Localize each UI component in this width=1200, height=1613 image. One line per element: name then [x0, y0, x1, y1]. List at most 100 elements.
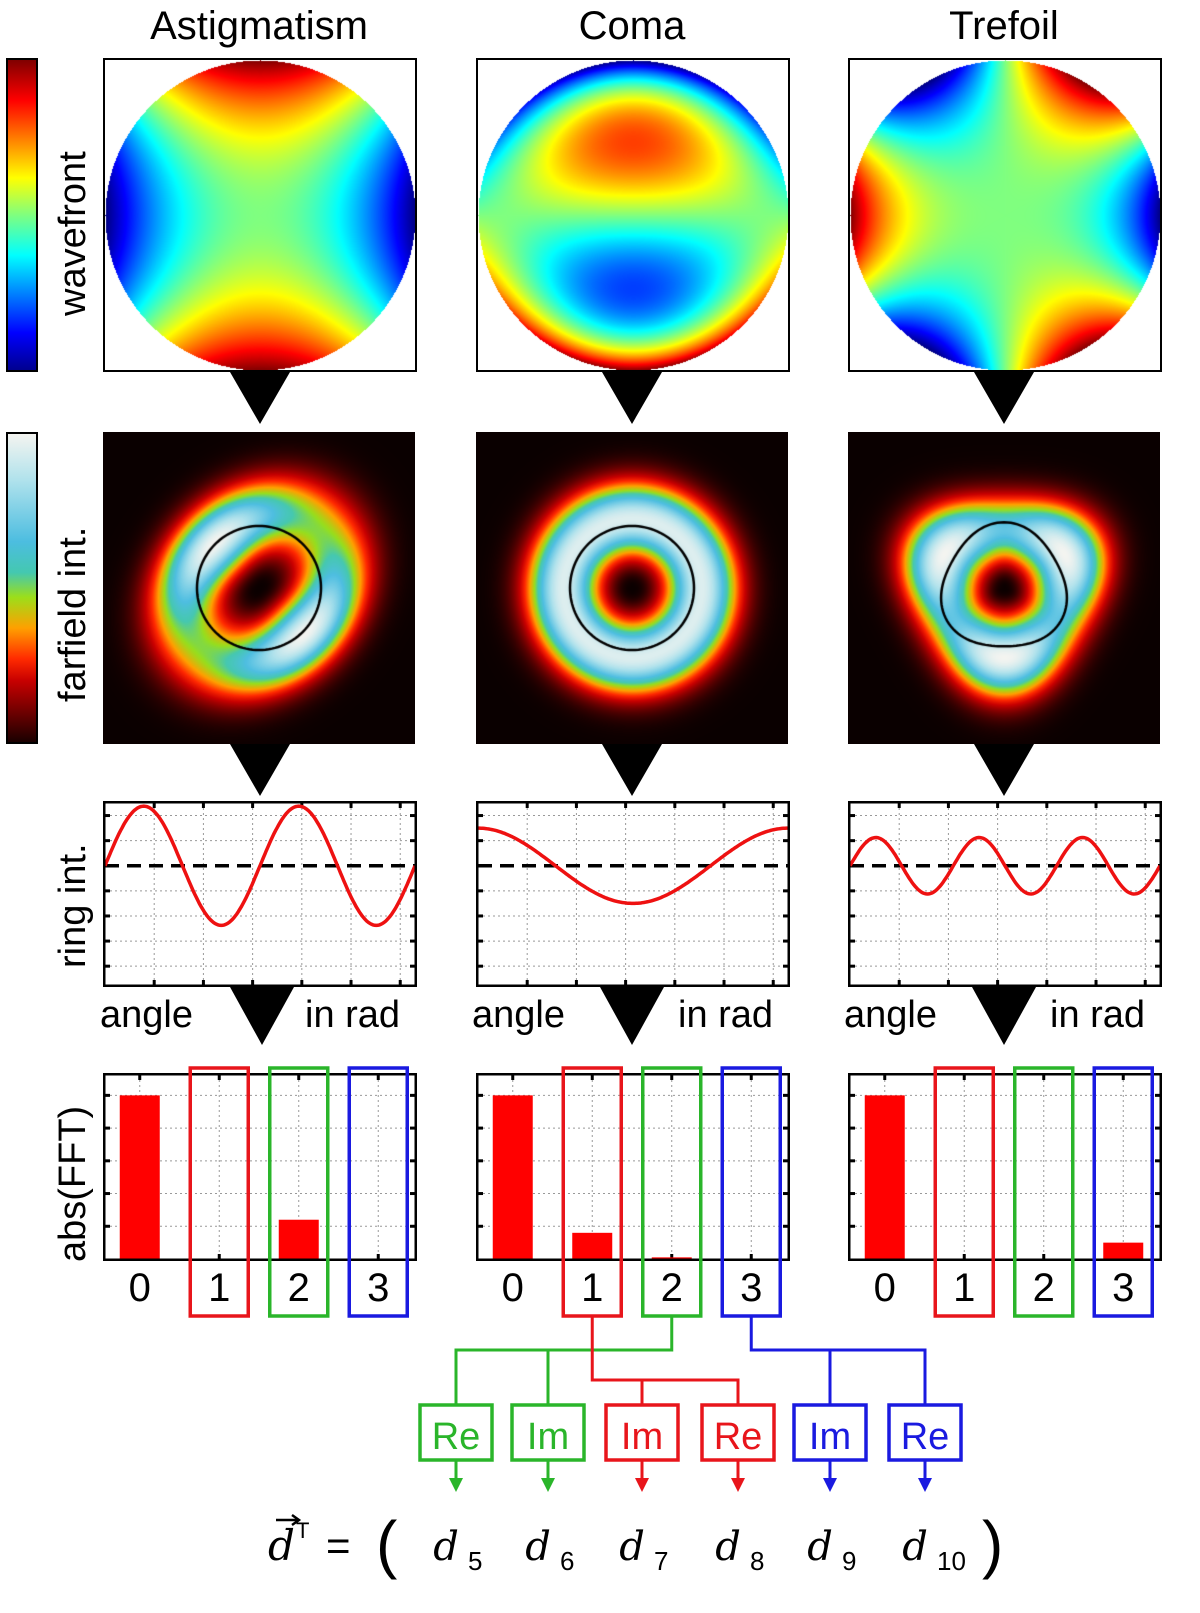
- close-parenthesis: ): [982, 1508, 1003, 1580]
- farfield-map-astigmatism: [103, 432, 415, 744]
- column-title-coma: Coma: [578, 4, 686, 48]
- vector-component-subscript: 9: [842, 1546, 856, 1576]
- wavefront-panel-astigmatism: [103, 58, 417, 372]
- fft-chart-astigmatism: [103, 1073, 417, 1261]
- fft-bar-3: [1103, 1242, 1144, 1259]
- vector-component-subscript: 5: [468, 1546, 482, 1576]
- open-parenthesis: (: [376, 1508, 397, 1580]
- component-label: Re: [901, 1416, 950, 1458]
- component-box-re: [418, 1403, 494, 1462]
- plot-frame: [848, 1073, 1162, 1261]
- column-title-trefoil: Trefoil: [949, 4, 1059, 48]
- harmonic-3-highlight-box: [1092, 1066, 1154, 1318]
- down-arrow-icon: [602, 372, 662, 424]
- farfield-map-coma: [476, 432, 788, 744]
- tree-branch-blue: [749, 1316, 927, 1405]
- plot-frame: [103, 1073, 417, 1261]
- down-arrow-icon: [541, 1478, 555, 1492]
- harmonic-2-highlight-box: [268, 1066, 330, 1318]
- harmonic-2-highlight-box: [1013, 1066, 1075, 1318]
- wavefront-panel-trefoil: [848, 58, 1162, 372]
- fft-bar-0: [119, 1095, 160, 1259]
- vector-component-subscript: 10: [937, 1546, 966, 1576]
- down-arrow-icon: [230, 372, 290, 424]
- ring-xlabel-left: angle: [100, 994, 193, 1036]
- harmonic-1-highlight-box: [188, 1066, 250, 1318]
- fft-bar-1: [572, 1232, 613, 1259]
- fft-bar-2: [651, 1257, 692, 1259]
- farfield-map-trefoil: [848, 432, 1160, 744]
- down-arrow-icon: [230, 987, 294, 1045]
- fft-tick-label-2: 2: [287, 1266, 310, 1310]
- transpose-superscript: T: [296, 1518, 309, 1543]
- column-title-astigmatism: Astigmatism: [150, 4, 368, 48]
- ring-xlabel-right: in rad: [678, 994, 774, 1036]
- vector-arrow-icon: [276, 1513, 302, 1527]
- wavefront-map-coma: [478, 60, 788, 370]
- farfield-panel-coma: [476, 432, 788, 744]
- harmonic-1-highlight-box: [933, 1066, 995, 1318]
- wavefront-map-trefoil: [850, 60, 1160, 370]
- vector-component-subscript: 8: [750, 1546, 764, 1576]
- farfield-colorbar: [6, 432, 38, 744]
- fft-tick-label-3: 3: [1112, 1266, 1135, 1310]
- down-arrow-icon: [449, 1478, 463, 1492]
- fft-tick-label-3: 3: [367, 1266, 390, 1310]
- vector-symbol: d: [268, 1521, 295, 1570]
- vector-component: d: [525, 1524, 551, 1570]
- fft-tick-label-1: 1: [581, 1266, 604, 1310]
- down-arrow-icon: [974, 372, 1034, 424]
- down-arrow-icon: [972, 987, 1036, 1045]
- tree-branch-red: [590, 1316, 740, 1405]
- plot-background: [477, 802, 789, 986]
- tree-branch-green: [454, 1316, 674, 1405]
- harmonic-2-highlight-box: [641, 1066, 703, 1318]
- plot-background: [104, 802, 416, 986]
- down-arrow-icon: [823, 1478, 837, 1492]
- vector-component: d: [715, 1524, 741, 1570]
- plot-frame: [848, 801, 1162, 987]
- fft-tick-label-2: 2: [1032, 1266, 1055, 1310]
- wavefront-colorbar: [6, 58, 38, 372]
- component-box-im: [792, 1403, 868, 1462]
- fft-tick-label-0: 0: [501, 1266, 524, 1310]
- wavefront-map-astigmatism: [105, 60, 415, 370]
- down-arrow-icon: [731, 1478, 745, 1492]
- ring-xlabel-right: in rad: [1050, 994, 1146, 1036]
- plot-frame: [476, 801, 790, 987]
- vector-component: d: [619, 1524, 645, 1570]
- component-box-re: [887, 1403, 963, 1462]
- fft-tick-label-3: 3: [740, 1266, 763, 1310]
- plot-background: [849, 802, 1161, 986]
- fft-bar-0: [492, 1095, 533, 1259]
- fft-bar-2: [278, 1219, 319, 1259]
- equals-sign: =: [326, 1522, 351, 1569]
- component-label: Im: [527, 1416, 569, 1458]
- down-arrow-icon: [230, 744, 290, 796]
- wavefront-panel-coma: [476, 58, 790, 372]
- harmonic-1-highlight-box: [561, 1066, 623, 1318]
- component-label: Im: [809, 1416, 851, 1458]
- down-arrow-icon: [635, 1478, 649, 1492]
- down-arrow-icon: [918, 1478, 932, 1492]
- plot-frame: [476, 1073, 790, 1261]
- harmonic-3-highlight-box: [720, 1066, 782, 1318]
- ring-intensity-curve: [103, 804, 417, 928]
- ring-xlabel-right: in rad: [305, 994, 401, 1036]
- fft-bar-0: [864, 1095, 905, 1259]
- component-label: Re: [714, 1416, 763, 1458]
- down-arrow-icon: [600, 987, 664, 1045]
- fft-tick-label-1: 1: [953, 1266, 976, 1310]
- down-arrow-icon: [974, 744, 1034, 796]
- vector-component: d: [807, 1524, 833, 1570]
- fft-tick-label-2: 2: [660, 1266, 683, 1310]
- fft-tick-label-0: 0: [873, 1266, 896, 1310]
- farfield-panel-trefoil: [848, 432, 1160, 744]
- component-label: Im: [621, 1416, 663, 1458]
- ring-xlabel-left: angle: [844, 994, 937, 1036]
- vector-component-subscript: 7: [654, 1546, 668, 1576]
- fft-tick-label-1: 1: [208, 1266, 231, 1310]
- ring-plot-astigmatism: [103, 801, 417, 987]
- vector-component: d: [902, 1524, 928, 1570]
